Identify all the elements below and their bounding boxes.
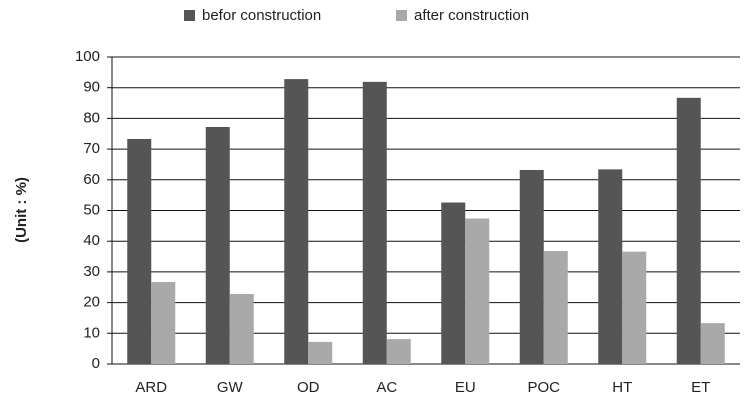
- bar: [543, 251, 568, 364]
- y-tick-label: 60: [83, 171, 100, 188]
- y-tick-label: 70: [83, 140, 100, 157]
- y-tick-label: 80: [83, 109, 100, 126]
- y-tick-label: 40: [83, 232, 100, 249]
- y-tick-label: 100: [75, 48, 100, 65]
- bar: [362, 81, 387, 364]
- legend-swatch: [184, 10, 195, 21]
- y-tick-label: 30: [83, 263, 100, 280]
- x-tick-label: HT: [612, 379, 632, 396]
- bar: [127, 138, 152, 364]
- bar: [205, 126, 230, 364]
- bar: [308, 341, 333, 364]
- x-tick-label: POC: [527, 379, 560, 396]
- x-tick-label: EU: [455, 379, 476, 396]
- legend-swatch: [396, 10, 407, 21]
- x-tick-label: OD: [297, 379, 320, 396]
- bar: [151, 282, 176, 364]
- x-tick-label: AC: [376, 379, 397, 396]
- x-tick-label: GW: [217, 379, 244, 396]
- legend-label: after construction: [414, 7, 529, 24]
- bar: [700, 323, 725, 364]
- bar: [386, 339, 411, 364]
- bar: [598, 169, 623, 364]
- y-axis-label: (Unit : %): [13, 177, 30, 243]
- y-tick-label: 50: [83, 201, 100, 218]
- y-tick-label: 10: [83, 324, 100, 341]
- x-tick-label: ARD: [135, 379, 167, 396]
- y-tick-label: 20: [83, 294, 100, 311]
- bar: [622, 251, 647, 364]
- y-tick-label: 90: [83, 79, 100, 96]
- bar: [676, 97, 701, 365]
- legend-label: befor construction: [202, 7, 321, 24]
- bar: [441, 202, 466, 364]
- bar: [284, 79, 309, 364]
- bar: [519, 169, 544, 364]
- bar: [229, 294, 254, 364]
- y-tick-label: 0: [92, 355, 100, 372]
- bar: [465, 218, 490, 364]
- x-tick-label: ET: [691, 379, 710, 396]
